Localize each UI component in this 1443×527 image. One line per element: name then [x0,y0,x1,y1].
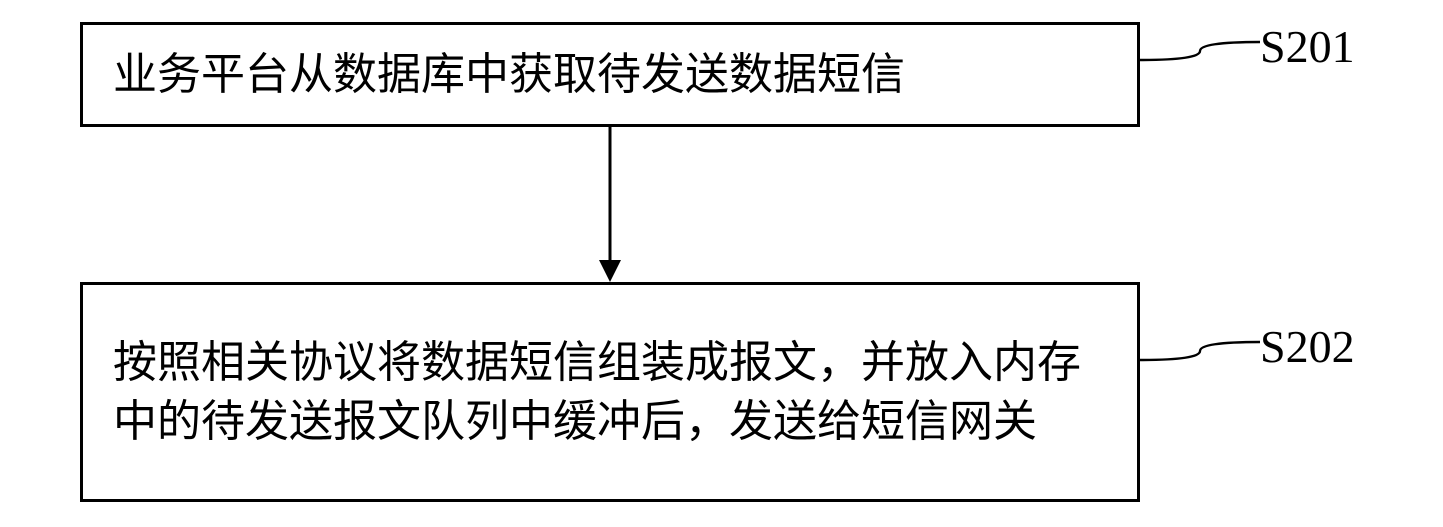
node-text: 业务平台从数据库中获取待发送数据短信 [83,45,1137,104]
node-text: 按照相关协议将数据短信组装成报文，并放入内存中的待发送报文队列中缓冲后，发送给短… [83,333,1137,452]
arrowhead-icon [599,260,621,282]
label-connector [1140,342,1260,360]
step-label: S201 [1260,20,1355,73]
label-connector [1140,42,1260,60]
flowchart-node: 按照相关协议将数据短信组装成报文，并放入内存中的待发送报文队列中缓冲后，发送给短… [80,282,1140,502]
flowchart-canvas: 业务平台从数据库中获取待发送数据短信 S201 按照相关协议将数据短信组装成报文，并… [0,0,1443,527]
step-label: S202 [1260,320,1355,373]
flowchart-node: 业务平台从数据库中获取待发送数据短信 [80,22,1140,127]
